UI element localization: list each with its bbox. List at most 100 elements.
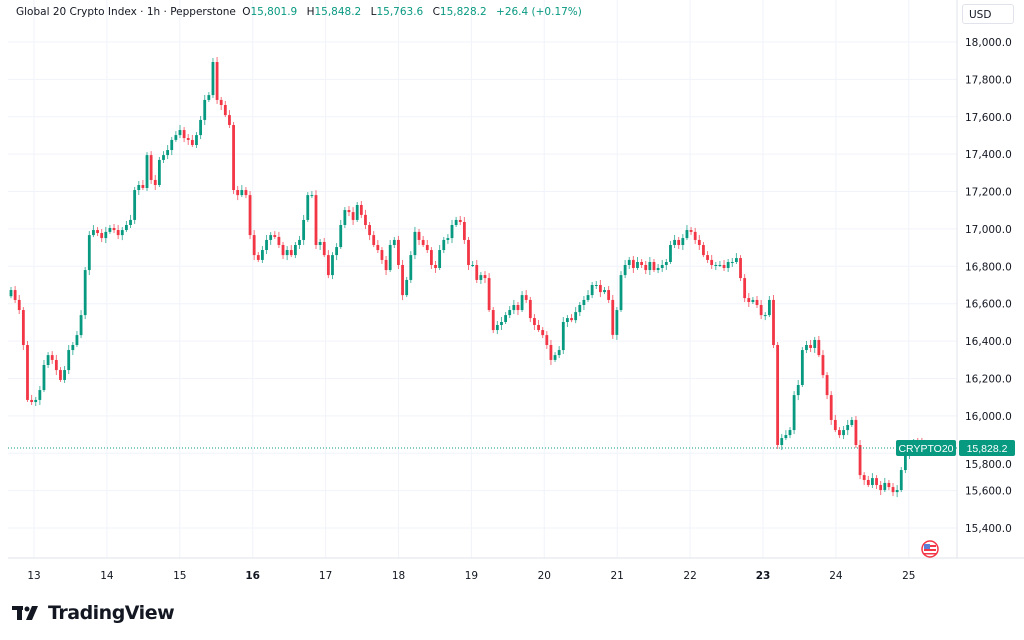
candle: [401, 259, 404, 301]
candle: [660, 259, 664, 272]
x-tick-label: 24: [829, 570, 843, 582]
candle-body: [133, 190, 137, 220]
candle: [166, 145, 170, 160]
tradingview-logo[interactable]: TradingView: [12, 602, 175, 624]
candle: [664, 259, 668, 270]
candle-body: [603, 290, 606, 293]
candle: [261, 246, 264, 263]
candle-body: [681, 238, 685, 245]
candle-body: [805, 344, 808, 351]
candle: [215, 57, 219, 104]
x-tick-label: 19: [465, 570, 478, 582]
candle-body: [570, 318, 573, 321]
candle-body: [240, 190, 244, 196]
x-tick-label: 14: [100, 570, 114, 582]
candle-body: [578, 304, 582, 313]
y-tick-label: 17,600.0: [965, 112, 1012, 124]
high-value: 15,848.2: [314, 6, 362, 18]
candle: [871, 473, 874, 489]
candle: [537, 319, 540, 333]
candle: [553, 352, 557, 362]
candle: [854, 415, 858, 448]
candle: [809, 339, 812, 352]
candle-body: [335, 247, 339, 256]
candle-body: [63, 370, 66, 380]
y-tick-label: 17,200.0: [965, 187, 1012, 199]
us-flag-icon[interactable]: [921, 540, 939, 558]
candle-body: [372, 235, 376, 245]
candle-body: [487, 278, 491, 311]
candle-body: [792, 395, 796, 431]
candle-body: [13, 290, 17, 300]
candle: [636, 257, 639, 270]
candle: [54, 354, 58, 376]
candle-body: [289, 250, 293, 256]
candle: [30, 394, 34, 406]
grid: [8, 0, 1024, 559]
candle-body: [726, 262, 730, 268]
candle-body: [467, 239, 470, 265]
y-tick-label: 18,000.0: [965, 37, 1012, 49]
candle: [776, 341, 780, 449]
candle-body: [673, 239, 676, 245]
candle: [805, 340, 808, 354]
candle: [174, 131, 178, 142]
candle: [846, 419, 850, 436]
candle-body: [706, 255, 709, 260]
candle-body: [718, 264, 722, 266]
candle-body: [483, 275, 487, 279]
candle-body: [784, 435, 788, 439]
candle-body: [735, 258, 738, 263]
candle: [895, 485, 899, 498]
candle-body: [508, 310, 512, 316]
candle-body: [842, 430, 845, 436]
candle-body: [38, 390, 42, 400]
price-axis[interactable]: 18,000.0 17,800.0 17,600.0 17,400.0 17,200.0…: [965, 37, 1012, 535]
candle-body: [615, 310, 619, 335]
candle-body: [314, 195, 318, 245]
candle: [491, 307, 495, 334]
y-tick-label: 16,600.0: [965, 299, 1012, 311]
currency-button[interactable]: USD: [962, 4, 1014, 24]
candle: [458, 215, 462, 226]
candle: [67, 345, 71, 375]
candle: [648, 257, 652, 276]
candle: [862, 472, 866, 485]
candle-body: [42, 364, 46, 391]
candle-body: [248, 195, 252, 236]
candle: [351, 207, 355, 225]
candle-body: [174, 135, 178, 140]
candle-body: [92, 230, 95, 236]
candle-body: [116, 230, 120, 236]
candle: [578, 301, 582, 317]
candle: [722, 259, 726, 271]
time-axis[interactable]: 13 14 15 16 17 18 19 20 21 22 23 24 25: [27, 570, 915, 582]
candle-body: [26, 344, 29, 400]
candle-body: [491, 310, 495, 331]
candle: [75, 331, 79, 347]
candle: [879, 481, 883, 496]
candle-body: [149, 155, 153, 180]
candle-body: [545, 335, 549, 345]
candle: [137, 180, 141, 196]
candle: [627, 256, 631, 269]
candle: [306, 192, 310, 222]
candle: [376, 239, 380, 254]
candle-body: [59, 370, 62, 380]
candle: [71, 341, 75, 356]
close-value: 15,828.2: [439, 6, 487, 18]
candle: [487, 273, 491, 313]
candle-body: [619, 275, 623, 311]
candle: [743, 274, 747, 303]
candle-body: [261, 250, 264, 260]
candle-body: [157, 159, 161, 185]
candle-body: [252, 235, 256, 256]
candle: [524, 290, 528, 303]
symbol-title[interactable]: Global 20 Crypto Index · 1h · Pepperston…: [16, 6, 236, 18]
candle-body: [269, 235, 273, 240]
candle: [702, 241, 705, 258]
candle-body: [471, 264, 475, 266]
candle-body: [685, 230, 689, 239]
candle-body: [821, 355, 825, 376]
